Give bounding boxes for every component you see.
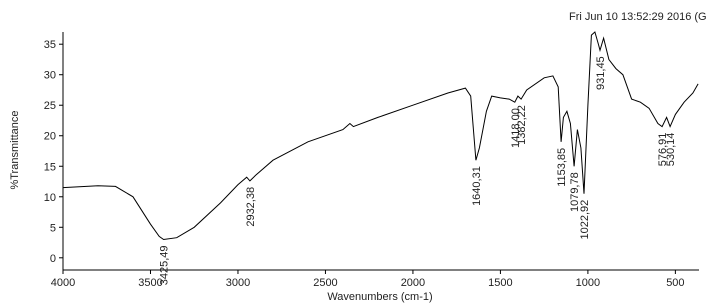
x-tick-label: 4000: [51, 277, 75, 289]
y-tick-label: 35: [44, 39, 56, 51]
peak-label: 530,14: [665, 133, 677, 167]
y-tick-label: 10: [44, 192, 56, 204]
peak-label: 1022,92: [579, 200, 591, 240]
y-tick-label: 15: [44, 161, 56, 173]
x-tick-label: 500: [666, 277, 684, 289]
x-tick-label: 2000: [401, 277, 425, 289]
peak-label: 3425,49: [159, 245, 171, 285]
peak-label: 2932,38: [245, 187, 257, 227]
y-axis-label: %Transmittance: [9, 110, 21, 189]
x-tick-label: 1000: [576, 277, 600, 289]
y-tick-label: 0: [50, 253, 56, 265]
background: [0, 0, 706, 307]
y-tick-label: 30: [44, 70, 56, 82]
peak-label: 931,45: [595, 56, 607, 90]
x-tick-label: 1500: [488, 277, 512, 289]
peak-label: 1153,85: [556, 148, 568, 187]
x-axis-label: Wavenumbers (cm-1): [327, 291, 432, 303]
x-tick-label: 3000: [226, 277, 250, 289]
timestamp: Fri Jun 10 13:52:29 2016 (GM: [569, 11, 706, 23]
peak-label: 1640,31: [471, 166, 483, 206]
chart: Fri Jun 10 13:52:29 2016 (GM Wavenumbers…: [0, 0, 706, 307]
y-tick-label: 5: [50, 222, 56, 234]
y-tick-label: 20: [44, 131, 56, 143]
peak-label: 1382,22: [516, 105, 528, 145]
y-tick-label: 25: [44, 100, 56, 112]
x-tick-label: 2500: [313, 277, 337, 289]
